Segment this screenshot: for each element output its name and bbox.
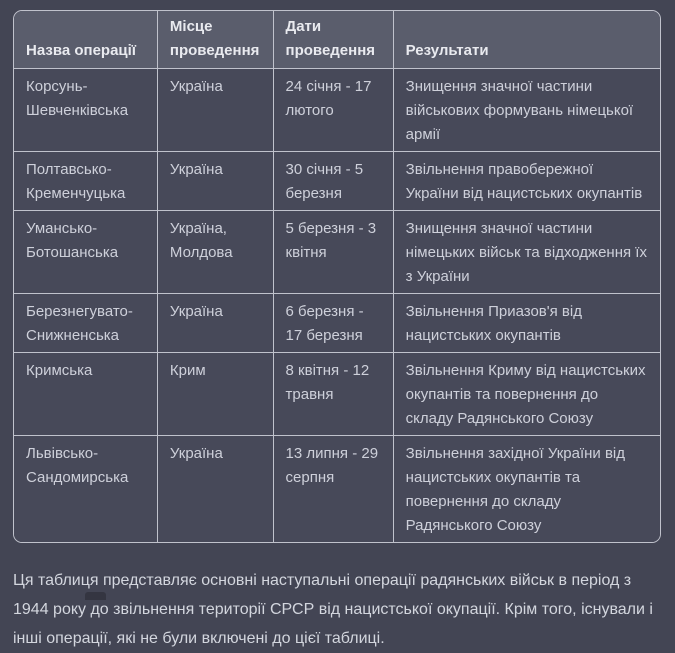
dates-cell: 30 січня - 5 березня	[272, 151, 394, 211]
place-cell: Україна	[156, 435, 274, 542]
table-header-cell: Результати	[392, 11, 660, 69]
operation-name-cell: Умансько-Ботошанська	[14, 210, 158, 294]
table-header-cell: Дати проведення	[272, 11, 394, 69]
operations-table: Назва операції Місце проведення Дати прове…	[14, 11, 660, 542]
table-row: Умансько-Ботошанська Україна, Молдова 5 бе…	[14, 210, 660, 294]
place-cell: Україна	[156, 68, 274, 152]
place-cell: Україна	[156, 293, 274, 353]
table-header-row: Назва операції Місце проведення Дати прове…	[14, 11, 660, 69]
operations-table-container: Назва операції Місце проведення Дати прове…	[13, 10, 661, 543]
result-cell: Звільнення західної України від нацистсь…	[392, 435, 660, 542]
summary-paragraph: Ця таблиця представляє основні наступаль…	[13, 572, 653, 647]
operation-name-cell: Березнегувато-Снижненська	[14, 293, 158, 353]
table-header-cell: Місце проведення	[156, 11, 274, 69]
result-cell: Звільнення Приазов'я від нацистських оку…	[392, 293, 660, 353]
partial-bottom-element	[85, 592, 106, 600]
table-row: Кримська Крим 8 квітня - 12 травня Звільнен…	[14, 352, 660, 436]
place-cell: Україна	[156, 151, 274, 211]
result-cell: Знищення значної частини військових форм…	[392, 68, 660, 152]
table-row: Львівсько-Сандомирська Україна 13 липня - …	[14, 435, 660, 542]
operation-name-cell: Кримська	[14, 352, 158, 436]
dates-cell: 6 березня - 17 березня	[272, 293, 394, 353]
operation-name-cell: Полтавсько-Кременчуцька	[14, 151, 158, 211]
dates-cell: 5 березня - 3 квітня	[272, 210, 394, 294]
table-header-cell: Назва операції	[14, 11, 158, 69]
place-cell: Україна, Молдова	[156, 210, 274, 294]
dates-cell: 8 квітня - 12 травня	[272, 352, 394, 436]
table-row: Корсунь-Шевченківська Україна 24 січня - 1…	[14, 68, 660, 152]
operation-name-cell: Львівсько-Сандомирська	[14, 435, 158, 542]
operation-name-cell: Корсунь-Шевченківська	[14, 68, 158, 152]
dates-cell: 13 липня - 29 серпня	[272, 435, 394, 542]
table-row: Березнегувато-Снижненська Україна 6 березн…	[14, 293, 660, 353]
result-cell: Звільнення правобережної України від нац…	[392, 151, 660, 211]
result-cell: Знищення значної частини німецьких війсь…	[392, 210, 660, 294]
place-cell: Крим	[156, 352, 274, 436]
table-row: Полтавсько-Кременчуцька Україна 30 січня -…	[14, 151, 660, 211]
result-cell: Звільнення Криму від нацистських окупант…	[392, 352, 660, 436]
dates-cell: 24 січня - 17 лютого	[272, 68, 394, 152]
